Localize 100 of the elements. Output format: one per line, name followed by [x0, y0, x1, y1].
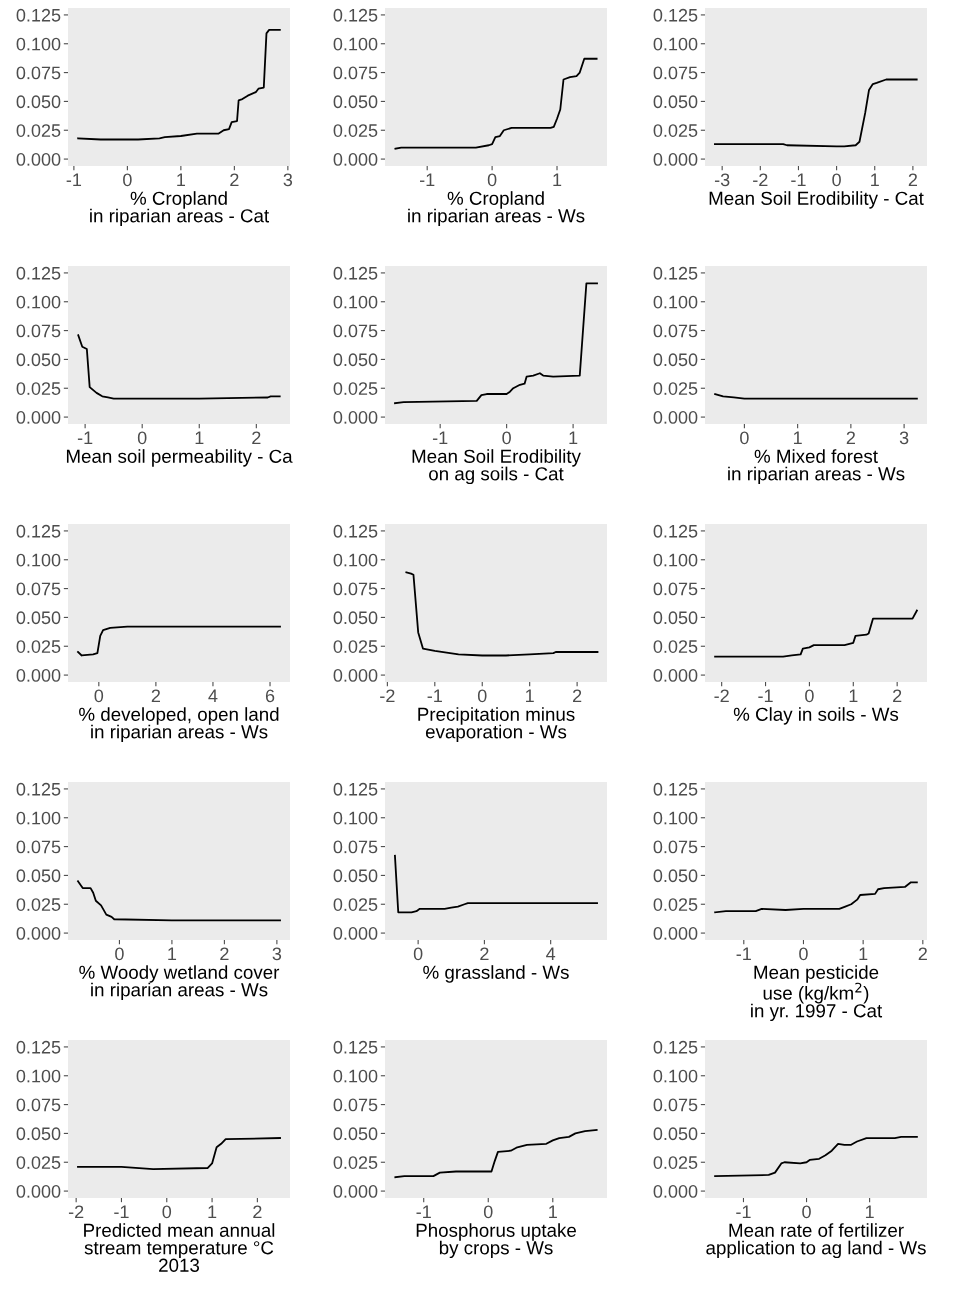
x-tick-label: 0 [802, 1205, 811, 1219]
line-series [77, 29, 281, 141]
x-tick-label: 2 [908, 173, 917, 187]
line-series [77, 625, 281, 657]
x-tick-label: 0 [487, 173, 497, 187]
y-tick-label: 0.100 [333, 553, 378, 567]
y-tick-label: 0.025 [653, 1156, 698, 1169]
y-tick-label: 0.075 [653, 582, 698, 596]
y-tick-label: 0.025 [16, 382, 61, 395]
y-tick-label: 0.100 [653, 37, 698, 51]
y-tick-label: 0.050 [653, 1127, 698, 1141]
y-tick-label: 0.025 [16, 898, 61, 911]
x-tick-label: 1 [177, 173, 186, 187]
x-tick-label: 0 [483, 1205, 493, 1219]
y-tick-label: 0.050 [16, 1127, 61, 1141]
y-tick-label: 0.100 [333, 37, 378, 51]
x-tick-label: 0 [740, 431, 749, 445]
x-axis-title: Mean rate of fertilizer application to ag land - Ws [706, 1223, 926, 1259]
y-tick-label: 0.050 [653, 611, 698, 625]
x-tick-label: 0 [94, 689, 104, 703]
y-tick-label: 0.100 [333, 1069, 378, 1083]
x-tick-label: 1 [553, 173, 562, 187]
x-tick-label: 1 [208, 1205, 217, 1219]
x-axis-title: % Mixed forest in riparian areas - Ws [728, 449, 905, 485]
y-tick-label: 0.075 [333, 324, 378, 338]
y-tick-label: 0.075 [653, 1098, 698, 1112]
y-tick-label: 0.125 [653, 1040, 698, 1054]
y-tick-label: 0.050 [16, 869, 61, 883]
line-series [394, 1129, 598, 1179]
x-tick-label: -2 [380, 689, 395, 703]
x-tick-label: 2 [220, 947, 229, 961]
y-tick-label: 0.100 [653, 553, 698, 567]
y-tick-label: 0.075 [333, 1098, 378, 1112]
y-tick-label: 0.075 [333, 840, 378, 854]
x-tick-label: 1 [549, 1205, 557, 1219]
x-tick-label: 2 [918, 947, 927, 961]
x-tick-label: 2 [151, 689, 160, 703]
y-tick-label: 0.075 [16, 840, 61, 854]
y-tick-label: 0.050 [333, 1127, 378, 1141]
x-axis-title: % Clay in soils - Ws [733, 707, 899, 725]
x-axis-title: Mean Soil Erodibility on ag soils - Cat [412, 449, 581, 485]
line-series [394, 57, 598, 150]
x-tick-label: 0 [832, 173, 841, 187]
y-tick-label: 0.000 [16, 1185, 61, 1198]
y-tick-label: 0.100 [653, 811, 698, 825]
x-tick-label: 2 [253, 1205, 262, 1219]
x-tick-label: -1 [427, 689, 442, 703]
line-series [394, 282, 598, 405]
line-series [714, 881, 918, 914]
y-tick-label: 0.000 [333, 1185, 378, 1198]
x-tick-label: 6 [265, 689, 275, 703]
x-tick-label: 2 [252, 431, 261, 445]
y-tick-label: 0.000 [333, 669, 378, 682]
x-tick-label: 4 [546, 947, 556, 961]
x-tick-label: 1 [849, 689, 858, 703]
x-tick-label: -1 [77, 431, 93, 445]
x-tick-label: 0 [805, 689, 814, 703]
y-tick-label: 0.000 [16, 669, 61, 682]
y-tick-label: 0.100 [16, 37, 61, 51]
y-tick-label: 0.100 [653, 295, 698, 309]
x-tick-label: -2 [753, 173, 768, 187]
y-tick-label: 0.050 [16, 95, 61, 109]
line-series [77, 334, 281, 400]
y-tick-label: 0.075 [333, 66, 378, 80]
y-tick-label: 0.100 [653, 1069, 698, 1083]
y-tick-label: 0.025 [333, 1156, 378, 1169]
x-tick-label: -1 [736, 1205, 751, 1219]
x-tick-label: 1 [793, 431, 802, 445]
y-tick-label: 0.000 [16, 927, 61, 940]
y-tick-label: 0.125 [333, 782, 378, 796]
x-axis-title: % Cropland in riparian areas - Ws [408, 191, 585, 227]
x-axis-title: % Cropland in riparian areas - Cat [90, 191, 270, 227]
line-series [77, 880, 281, 922]
x-tick-label: 1 [569, 431, 578, 445]
y-tick-label: 0.100 [16, 553, 61, 567]
y-tick-label: 0.025 [653, 898, 698, 911]
y-tick-label: 0.125 [16, 524, 61, 538]
y-tick-label: 0.025 [16, 124, 61, 137]
x-tick-label: 2 [893, 689, 902, 703]
x-axis-title: Phosphorus uptake by crops - Ws [416, 1223, 576, 1259]
y-tick-label: 0.025 [333, 124, 378, 137]
y-tick-label: 0.100 [16, 1069, 61, 1083]
x-tick-label: 1 [526, 689, 534, 703]
y-tick-label: 0.000 [333, 411, 378, 424]
x-axis-title: % Woody wetland cover in riparian areas - Ws [79, 965, 280, 1001]
x-tick-label: -1 [419, 173, 435, 187]
y-tick-label: 0.050 [653, 95, 698, 109]
y-tick-label: 0.050 [333, 869, 378, 883]
x-tick-label: -2 [68, 1205, 84, 1219]
x-tick-label: -1 [66, 173, 82, 187]
y-tick-label: 0.050 [653, 869, 698, 883]
x-tick-label: -1 [432, 431, 448, 445]
y-tick-label: 0.125 [653, 266, 698, 280]
x-axis-title: Mean pesticide use (kg/km$^{2}$) in yr. 1997 - Cat [751, 965, 883, 1022]
x-tick-label: -1 [736, 947, 751, 961]
y-tick-label: 0.125 [16, 782, 61, 796]
y-tick-label: 0.100 [16, 295, 61, 309]
x-tick-label: 1 [865, 1205, 874, 1219]
x-tick-label: 1 [168, 947, 177, 961]
x-tick-label: 3 [272, 947, 282, 961]
